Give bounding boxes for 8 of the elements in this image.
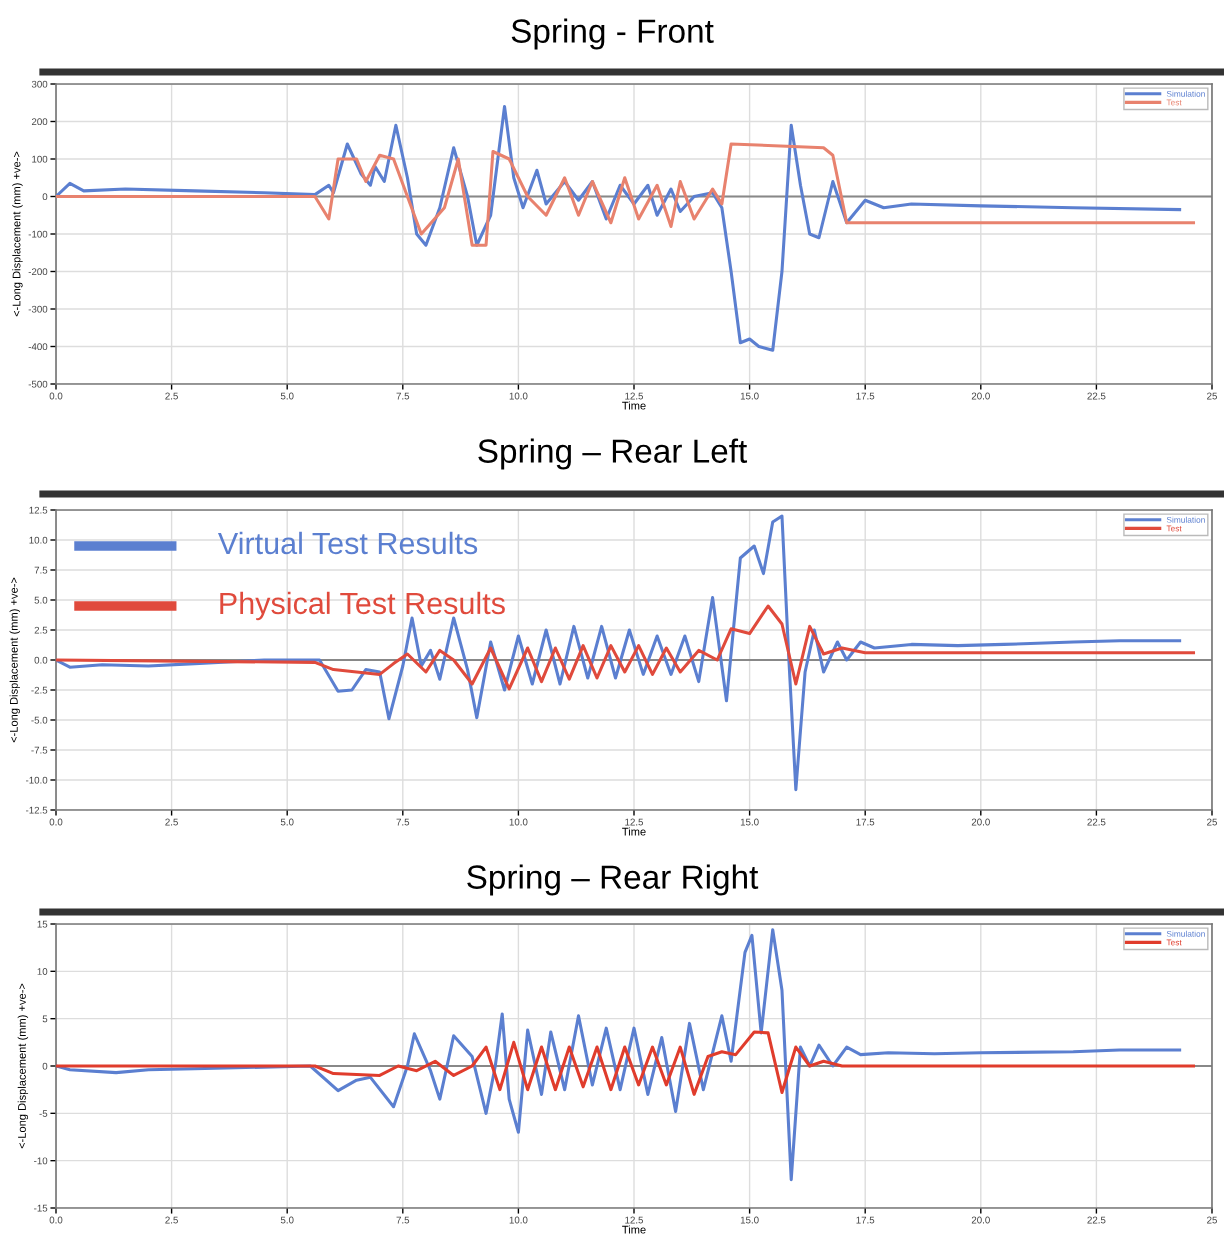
chart-title: Spring – Rear Left (478, 438, 748, 470)
line-series (56, 142, 1196, 247)
line-series (56, 1030, 1196, 1096)
annotation: Virtual Test Results (217, 531, 478, 555)
annotation: Physical Test Results (220, 591, 505, 621)
line-series (56, 104, 1182, 352)
chart-title: Spring - Front (511, 18, 714, 50)
chart-title: Spring – Rear Right (467, 864, 759, 896)
